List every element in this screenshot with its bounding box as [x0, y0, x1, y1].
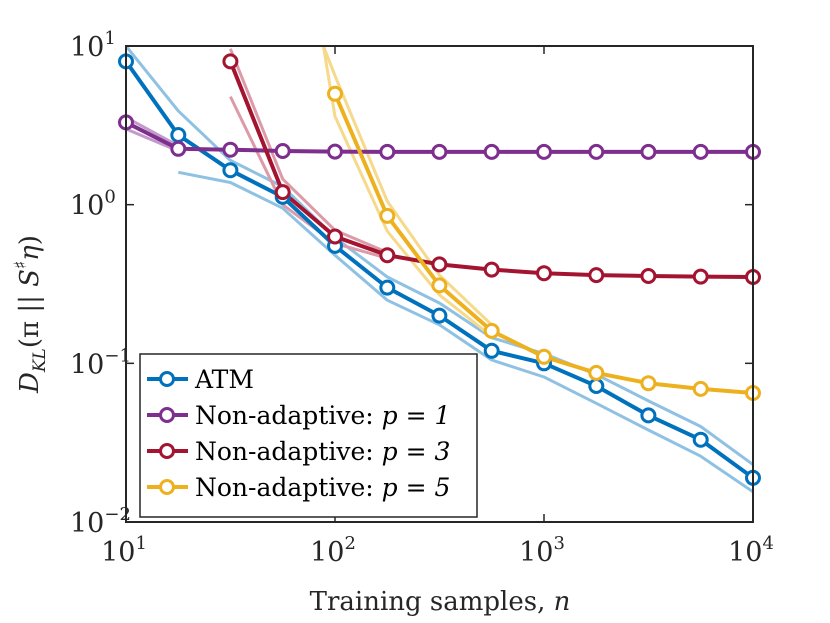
- atm-point: [170, 127, 187, 143]
- atm-point: [222, 162, 239, 179]
- x-axis-label: Training samples, n: [310, 587, 571, 617]
- non-adaptive-p-1-point: [170, 140, 187, 157]
- legend-label: Non-adaptive: p = 3: [195, 437, 450, 466]
- non-adaptive-p-5-point: [692, 380, 709, 397]
- plot-frame: [125, 45, 754, 523]
- atm-lower-band: [178, 170, 753, 494]
- non-adaptive-p-1-point: [483, 143, 500, 160]
- x-tick-label: 101: [101, 533, 147, 568]
- atm-point: [379, 279, 396, 296]
- svg-text:DKL(π || S♯η): DKL(π || S♯η): [11, 235, 50, 394]
- legend-item-atm[interactable]: ATM: [147, 365, 254, 394]
- non-adaptive-p-5-point: [640, 375, 657, 392]
- non-adaptive-p-1-point: [379, 143, 396, 160]
- non-adaptive-p-1-point: [640, 143, 657, 160]
- non-adaptive-p-5-point: [327, 85, 343, 102]
- y-axis-label: DKL(π || S♯η): [11, 235, 50, 394]
- non-adaptive-p-1-upper-band: [126, 116, 180, 148]
- legend-box: [139, 353, 478, 518]
- non-adaptive-p-5-point: [588, 364, 605, 381]
- atm-point: [692, 431, 709, 448]
- non-adaptive-p-5-point: [536, 348, 552, 365]
- non-adaptive-p-1-point: [327, 143, 343, 160]
- non-adaptive-p-3-upper-band: [229, 48, 388, 254]
- y-tick-label: 10−1: [70, 345, 131, 380]
- non-adaptive-p-3-point: [640, 268, 657, 284]
- x-tick-label: 102: [310, 533, 356, 568]
- y-tick-label: 100: [70, 187, 116, 222]
- legend-swatch-marker: [159, 443, 175, 459]
- non-adaptive-p-5-upper-band: [322, 46, 493, 326]
- series-markers: [118, 53, 761, 486]
- non-adaptive-p-1-point: [222, 141, 239, 158]
- legend-swatch-marker: [159, 371, 175, 387]
- non-adaptive-p-1-point: [274, 143, 291, 159]
- non-adaptive-p-1-point: [692, 143, 709, 160]
- legend-label: ATM: [194, 365, 254, 394]
- non-adaptive-p-1-point: [536, 143, 552, 160]
- axis-tick-labels: 101 102 103 104 101 100 10−1 10−2: [70, 28, 774, 568]
- legend-item-non-adaptive-p-1[interactable]: Non-adaptive: p = 1: [147, 401, 450, 430]
- legend[interactable]: ATM Non-adaptive: p = 1 Non-adaptive: p = …: [139, 353, 478, 518]
- non-adaptive-p-3-point: [536, 265, 552, 282]
- non-adaptive-p-1-point: [588, 143, 605, 160]
- non-adaptive-p-3-point: [327, 228, 343, 245]
- x-tick-label: 104: [728, 533, 774, 568]
- legend-item-non-adaptive-p-5[interactable]: Non-adaptive: p = 5: [147, 473, 450, 502]
- atm-point: [431, 307, 448, 324]
- legend-label: Non-adaptive: p = 1: [195, 401, 450, 430]
- non-adaptive-p-5-point: [483, 322, 500, 339]
- atm-point: [588, 378, 605, 394]
- non-adaptive-p-5-lower-band: [321, 46, 493, 338]
- legend-swatch-marker: [159, 407, 175, 423]
- x-tick-label: 103: [519, 533, 565, 568]
- atm-upper-band: [126, 46, 753, 466]
- non-adaptive-p-3-point: [431, 256, 448, 273]
- non-adaptive-p-3-point: [588, 267, 605, 284]
- non-adaptive-p-3-point: [222, 53, 239, 70]
- non-adaptive-p-3-line: [228, 60, 753, 279]
- non-adaptive-p-3-point: [692, 268, 709, 285]
- y-tick-label: 101: [70, 28, 116, 63]
- y-tick-label: 10−2: [70, 504, 131, 539]
- non-adaptive-p-3-point: [483, 261, 500, 278]
- atm-point: [640, 407, 657, 424]
- atm-point: [483, 342, 500, 359]
- legend-swatch-marker: [159, 479, 175, 495]
- legend-item-non-adaptive-p-3[interactable]: Non-adaptive: p = 3: [147, 437, 450, 466]
- non-adaptive-p-5-point: [379, 207, 396, 224]
- non-adaptive-p-1-lower-band: [126, 127, 179, 153]
- non-adaptive-p-3-point: [274, 184, 291, 201]
- legend-label: Non-adaptive: p = 5: [195, 473, 450, 502]
- non-adaptive-p-3-point: [379, 247, 396, 264]
- axis-ticks: [125, 45, 754, 523]
- non-adaptive-p-1-point: [431, 143, 448, 160]
- non-adaptive-p-5-point: [431, 277, 448, 294]
